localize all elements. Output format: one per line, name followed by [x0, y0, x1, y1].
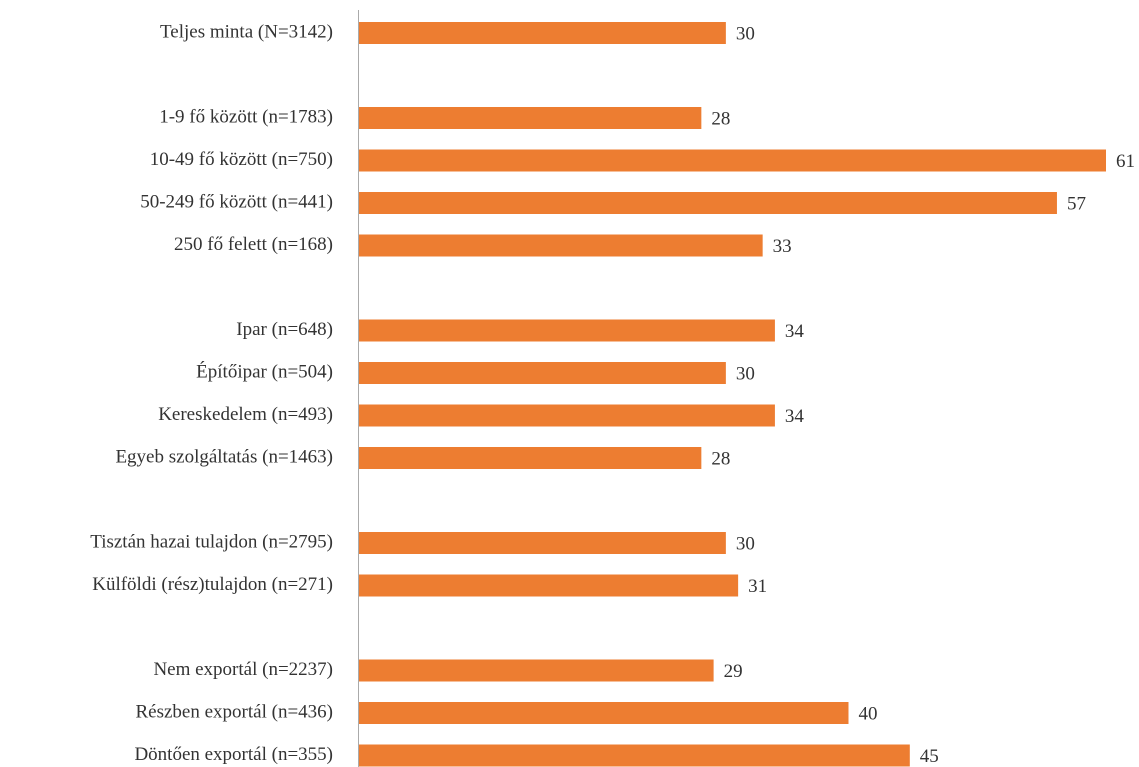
value-label: 34 [785, 321, 805, 342]
value-label: 45 [920, 746, 939, 767]
bar [359, 659, 714, 682]
y-tick-label: Külföldi (rész)tulajdon (n=271) [92, 574, 333, 595]
bar [359, 22, 726, 44]
value-label: 31 [748, 576, 767, 597]
y-tick-label: Tisztán hazai tulajdon (n=2795) [90, 531, 333, 552]
y-tick-label: Döntően exportál (n=355) [134, 744, 333, 765]
y-tick-label: Nem exportál (n=2237) [153, 659, 333, 680]
bar [359, 319, 775, 342]
y-tick-label: 10-49 fő között (n=750) [150, 149, 333, 170]
y-tick-label: Ipar (n=648) [236, 319, 333, 340]
bar [359, 234, 763, 257]
bar [359, 149, 1106, 172]
value-label: 30 [736, 23, 755, 44]
value-label: 57 [1067, 193, 1086, 214]
bar [359, 532, 726, 554]
bar [359, 574, 739, 597]
bar [359, 404, 775, 427]
bar [359, 192, 1057, 214]
value-label: 40 [858, 703, 877, 724]
value-label: 29 [724, 661, 743, 682]
value-label: 28 [711, 448, 730, 469]
value-label: 28 [711, 108, 730, 129]
value-label: 30 [736, 363, 755, 384]
y-tick-label: Részben exportál (n=436) [136, 701, 334, 722]
bar [359, 447, 702, 469]
value-label: 30 [736, 533, 755, 554]
y-tick-label: 250 fő felett (n=168) [174, 234, 333, 255]
bar [359, 107, 702, 129]
value-label: 33 [773, 236, 792, 257]
y-tick-label: Építőipar (n=504) [196, 360, 333, 382]
y-tick-label: 50-249 fő között (n=441) [140, 191, 333, 212]
value-label: 61 [1116, 151, 1135, 172]
y-tick-label: 1-9 fő között (n=1783) [159, 106, 333, 127]
y-tick-label: Egyeb szolgáltatás (n=1463) [115, 446, 333, 467]
bar [359, 362, 726, 384]
bar [359, 744, 910, 767]
y-tick-label: Teljes minta (N=3142) [160, 21, 333, 42]
y-tick-label: Kereskedelem (n=493) [158, 404, 333, 425]
bar [359, 702, 849, 724]
value-label: 34 [785, 406, 805, 427]
